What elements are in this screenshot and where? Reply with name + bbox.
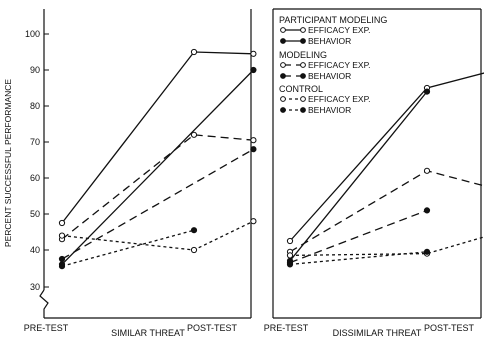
left-point-modeling-efficacy xyxy=(190,131,198,138)
left-point-control-efficacy xyxy=(250,218,257,225)
left-axis-break xyxy=(39,289,49,318)
right-point-control-behavior xyxy=(286,261,294,268)
y-tick-label: 90 xyxy=(30,65,40,75)
legend-label-participant-efficacy: EFFICACY EXP. xyxy=(308,25,371,35)
y-tick-label: 100 xyxy=(25,29,40,39)
left-point-control-behavior xyxy=(58,263,66,270)
left-x-tick-post: POST-TEST xyxy=(187,323,238,333)
legend-label-modeling-behavior: BEHAVIOR xyxy=(308,71,351,81)
left-series-participant-behavior xyxy=(61,69,254,265)
right-series-modeling-behavior xyxy=(289,209,428,264)
left-series-modeling-behavior xyxy=(61,148,254,260)
left-plot-area xyxy=(58,48,257,270)
right-series-modeling-efficacy xyxy=(289,170,484,253)
legend-marker-control-efficacy xyxy=(280,96,286,102)
right-series-control-efficacy xyxy=(289,236,484,257)
left-x-tick-pre: PRE-TEST xyxy=(24,323,69,333)
left-series-control-behavior xyxy=(61,229,195,267)
left-point-participant-efficacy xyxy=(250,50,257,57)
y-tick-label: 80 xyxy=(30,101,40,111)
right-point-participant-efficacy xyxy=(286,237,294,245)
left-point-modeling-behavior xyxy=(58,255,66,263)
legend-marker-participant-behavior xyxy=(280,38,286,44)
right-point-control-efficacy xyxy=(286,252,294,259)
right-x-tick-post: POST-TEST xyxy=(424,323,475,333)
right-series-control-behavior xyxy=(289,251,428,266)
left-panel: PERCENT SUCCESSFUL PERFORMANCE 30 40 50 60 7… xyxy=(3,9,257,338)
right-point-control-behavior xyxy=(423,248,431,255)
legend-marker-modeling-efficacy xyxy=(280,62,286,68)
y-tick-label: 70 xyxy=(30,137,40,147)
left-point-participant-behavior xyxy=(250,66,257,74)
left-x-axis-label: SIMILAR THREAT xyxy=(111,328,185,338)
legend-label-modeling-efficacy: EFFICACY EXP. xyxy=(308,60,371,70)
legend-marker-control-behavior xyxy=(300,107,306,113)
legend-marker-participant-behavior xyxy=(300,38,306,44)
y-tick-label: 60 xyxy=(30,173,40,183)
right-plot-area xyxy=(286,72,484,268)
y-tick-label: 50 xyxy=(30,209,40,219)
left-point-control-efficacy xyxy=(190,246,198,254)
left-series-modeling-efficacy xyxy=(61,134,254,240)
legend-marker-modeling-behavior xyxy=(300,73,306,79)
right-series-participant-behavior xyxy=(289,91,428,262)
legend-marker-modeling-behavior xyxy=(280,73,286,79)
legend-label-participant-behavior: BEHAVIOR xyxy=(308,36,351,46)
right-point-modeling-behavior xyxy=(423,207,431,214)
right-point-participant-behavior xyxy=(423,88,431,95)
y-tick-label: 40 xyxy=(30,245,40,255)
left-point-participant-efficacy xyxy=(190,48,198,56)
right-x-axis-label: DISSIMILAR THREAT xyxy=(333,328,422,338)
legend-label-control-efficacy: EFFICACY EXP. xyxy=(308,94,371,104)
legend-marker-modeling-efficacy xyxy=(300,62,306,68)
right-point-modeling-efficacy xyxy=(423,167,431,174)
legend-marker-participant-efficacy xyxy=(280,27,286,33)
left-point-modeling-efficacy xyxy=(250,137,257,144)
legend-title-participant: PARTICIPANT MODELING xyxy=(279,15,387,25)
right-panel: PRE-TEST POST-TEST DISSIMILAR THREAT xyxy=(264,8,484,338)
legend-marker-control-efficacy xyxy=(300,96,306,102)
left-point-control-behavior xyxy=(190,227,198,234)
left-point-control-efficacy xyxy=(58,232,66,239)
y-tick-label: 30 xyxy=(30,282,40,292)
legend-label-control-behavior: BEHAVIOR xyxy=(308,105,351,115)
left-y-ticks: 30 40 50 60 70 80 90 100 xyxy=(25,29,49,292)
legend-title-control: CONTROL xyxy=(279,84,323,94)
left-point-modeling-behavior xyxy=(250,146,257,153)
legend-title-modeling: MODELING xyxy=(279,50,327,60)
legend-marker-participant-efficacy xyxy=(300,27,306,33)
left-point-participant-efficacy xyxy=(58,219,66,227)
left-y-axis-label: PERCENT SUCCESSFUL PERFORMANCE xyxy=(3,79,13,247)
legend-marker-control-behavior xyxy=(280,107,286,113)
right-x-tick-pre: PRE-TEST xyxy=(264,323,309,333)
